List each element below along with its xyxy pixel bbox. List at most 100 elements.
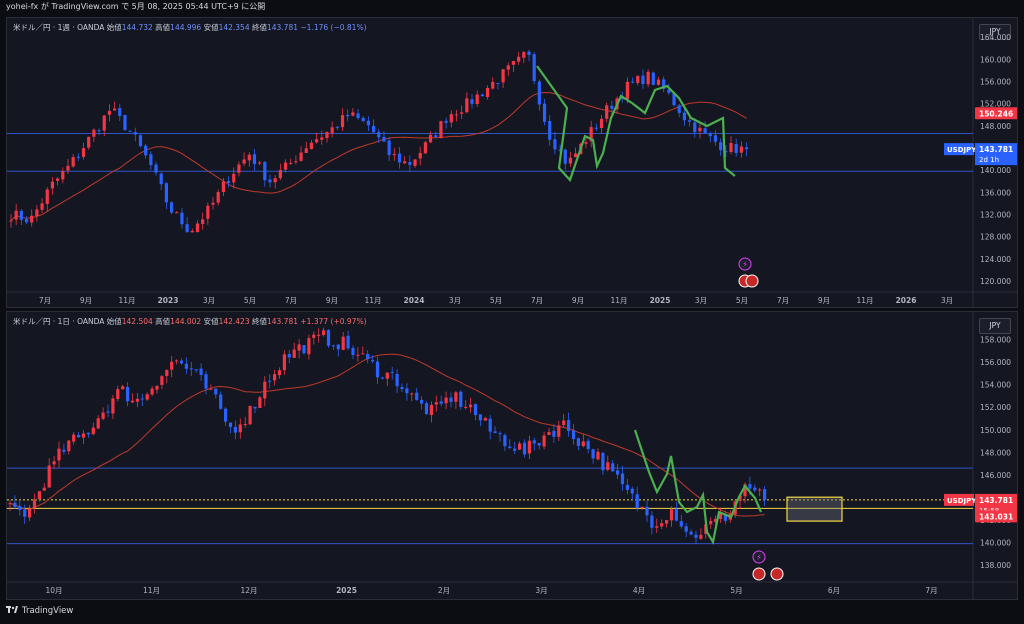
weekly-candle bbox=[568, 157, 573, 164]
daily-candle bbox=[302, 345, 306, 354]
daily-lightning-icon bbox=[752, 550, 766, 564]
daily-candle bbox=[464, 406, 468, 408]
daily-candle bbox=[665, 520, 669, 524]
weekly-candle bbox=[164, 183, 168, 203]
weekly-x-tick-label: 9月 bbox=[80, 296, 92, 305]
daily-y-tick-label: 138.000 bbox=[980, 561, 1011, 570]
daily-candle bbox=[13, 502, 17, 508]
weekly-candle bbox=[278, 170, 282, 179]
weekly-price-chart[interactable]: 164.000160.000156.000152.000148.000144.0… bbox=[7, 18, 1017, 307]
weekly-candle bbox=[97, 130, 101, 132]
daily-candle bbox=[390, 372, 394, 374]
daily-candle bbox=[18, 505, 22, 511]
weekly-candle bbox=[522, 52, 526, 58]
daily-candle bbox=[155, 386, 159, 390]
daily-candle bbox=[209, 388, 213, 390]
weekly-candle bbox=[703, 128, 707, 133]
weekly-candle bbox=[335, 126, 339, 128]
daily-candle bbox=[23, 509, 27, 517]
daily-candle bbox=[135, 398, 139, 402]
daily-candle bbox=[277, 370, 282, 376]
daily-candle bbox=[596, 451, 600, 460]
weekly-x-tick-label: 7月 bbox=[39, 296, 51, 305]
weekly-candle bbox=[242, 159, 246, 164]
weekly-candle bbox=[470, 99, 474, 104]
weekly-candle bbox=[610, 105, 614, 109]
daily-chart-panel[interactable]: 米ドル／円 · 1日 · OANDA 始値142.504 高値144.002 安… bbox=[6, 311, 1018, 600]
daily-candle bbox=[42, 487, 46, 491]
weekly-candle bbox=[159, 173, 163, 185]
daily-symbol-tag-bg bbox=[944, 493, 974, 506]
daily-candle bbox=[356, 354, 360, 356]
weekly-x-tick-label: 9月 bbox=[572, 296, 584, 305]
daily-candle bbox=[346, 335, 350, 349]
weekly-x-tick-label: 2023 bbox=[158, 296, 179, 305]
weekly-candle bbox=[76, 156, 80, 158]
daily-candle bbox=[694, 534, 698, 538]
weekly-candle bbox=[81, 148, 86, 157]
daily-candle bbox=[62, 449, 66, 452]
weekly-candle bbox=[589, 127, 593, 142]
weekly-y-tick-label: 160.000 bbox=[980, 55, 1011, 64]
daily-candle bbox=[439, 401, 443, 404]
daily-close-label: 終値 bbox=[251, 317, 267, 326]
weekly-low-label: 安値 bbox=[203, 23, 219, 32]
weekly-candle bbox=[346, 114, 350, 117]
daily-candle bbox=[204, 374, 208, 389]
weekly-candle bbox=[454, 114, 459, 116]
weekly-candle bbox=[92, 129, 96, 137]
weekly-candle bbox=[677, 105, 681, 113]
daily-candle bbox=[322, 330, 326, 335]
weekly-change: −1.176 (−0.81%) bbox=[300, 23, 367, 32]
weekly-close-label: 終値 bbox=[251, 23, 267, 32]
weekly-x-tick-label: 3月 bbox=[449, 296, 461, 305]
weekly-candle bbox=[201, 219, 205, 225]
daily-candle bbox=[219, 394, 223, 409]
weekly-y-tick-label: 124.000 bbox=[980, 255, 1011, 264]
weekly-candle bbox=[574, 153, 578, 158]
daily-y-tick-label: 146.000 bbox=[980, 471, 1011, 480]
daily-candle bbox=[170, 361, 174, 370]
weekly-candle bbox=[144, 145, 148, 156]
daily-candle bbox=[395, 373, 399, 387]
weekly-x-tick-label: 7月 bbox=[777, 296, 789, 305]
weekly-candle bbox=[491, 81, 495, 89]
footer-brand[interactable]: TradingView bbox=[6, 605, 73, 616]
daily-candle bbox=[400, 387, 404, 390]
daily-low-label: 安値 bbox=[203, 317, 219, 326]
daily-candle bbox=[199, 368, 203, 375]
weekly-x-tick-label: 5月 bbox=[736, 296, 748, 305]
daily-candle bbox=[444, 397, 448, 404]
weekly-candle bbox=[237, 164, 241, 173]
daily-candle bbox=[709, 520, 713, 525]
weekly-candle bbox=[351, 112, 355, 116]
weekly-candle bbox=[418, 152, 422, 159]
weekly-high-label: 高値 bbox=[155, 23, 171, 32]
daily-candle bbox=[238, 424, 242, 433]
weekly-price-tag: 143.781 bbox=[979, 145, 1013, 154]
daily-candle bbox=[669, 509, 674, 521]
daily-candle bbox=[96, 418, 100, 429]
weekly-candle bbox=[315, 139, 319, 143]
weekly-chart-panel[interactable]: 米ドル／円 · 1週 · OANDA 始値144.732 高値144.996 安… bbox=[6, 17, 1018, 308]
daily-candle bbox=[248, 405, 252, 425]
weekly-candle bbox=[66, 165, 70, 171]
weekly-candle bbox=[729, 143, 733, 153]
weekly-candle bbox=[294, 161, 298, 163]
daily-candle bbox=[459, 391, 463, 407]
weekly-candle bbox=[408, 162, 412, 165]
daily-currency-button[interactable]: JPY bbox=[979, 318, 1011, 334]
daily-candle bbox=[738, 495, 742, 501]
weekly-candle bbox=[465, 98, 469, 113]
daily-candle bbox=[547, 432, 551, 435]
daily-x-tick-label: 3月 bbox=[535, 586, 547, 595]
weekly-candle bbox=[283, 162, 288, 170]
weekly-currency-button[interactable]: JPY bbox=[979, 24, 1011, 40]
weekly-candle bbox=[713, 135, 718, 142]
tradingview-logo-icon bbox=[6, 606, 18, 613]
weekly-y-tick-label: 156.000 bbox=[980, 77, 1011, 86]
daily-candle bbox=[503, 435, 507, 447]
daily-candle bbox=[478, 414, 482, 421]
daily-price-chart[interactable]: 158.000 156.000 154.000 152.000 150.000 148.0… bbox=[7, 312, 1017, 599]
weekly-x-tick-label: 7月 bbox=[285, 296, 297, 305]
